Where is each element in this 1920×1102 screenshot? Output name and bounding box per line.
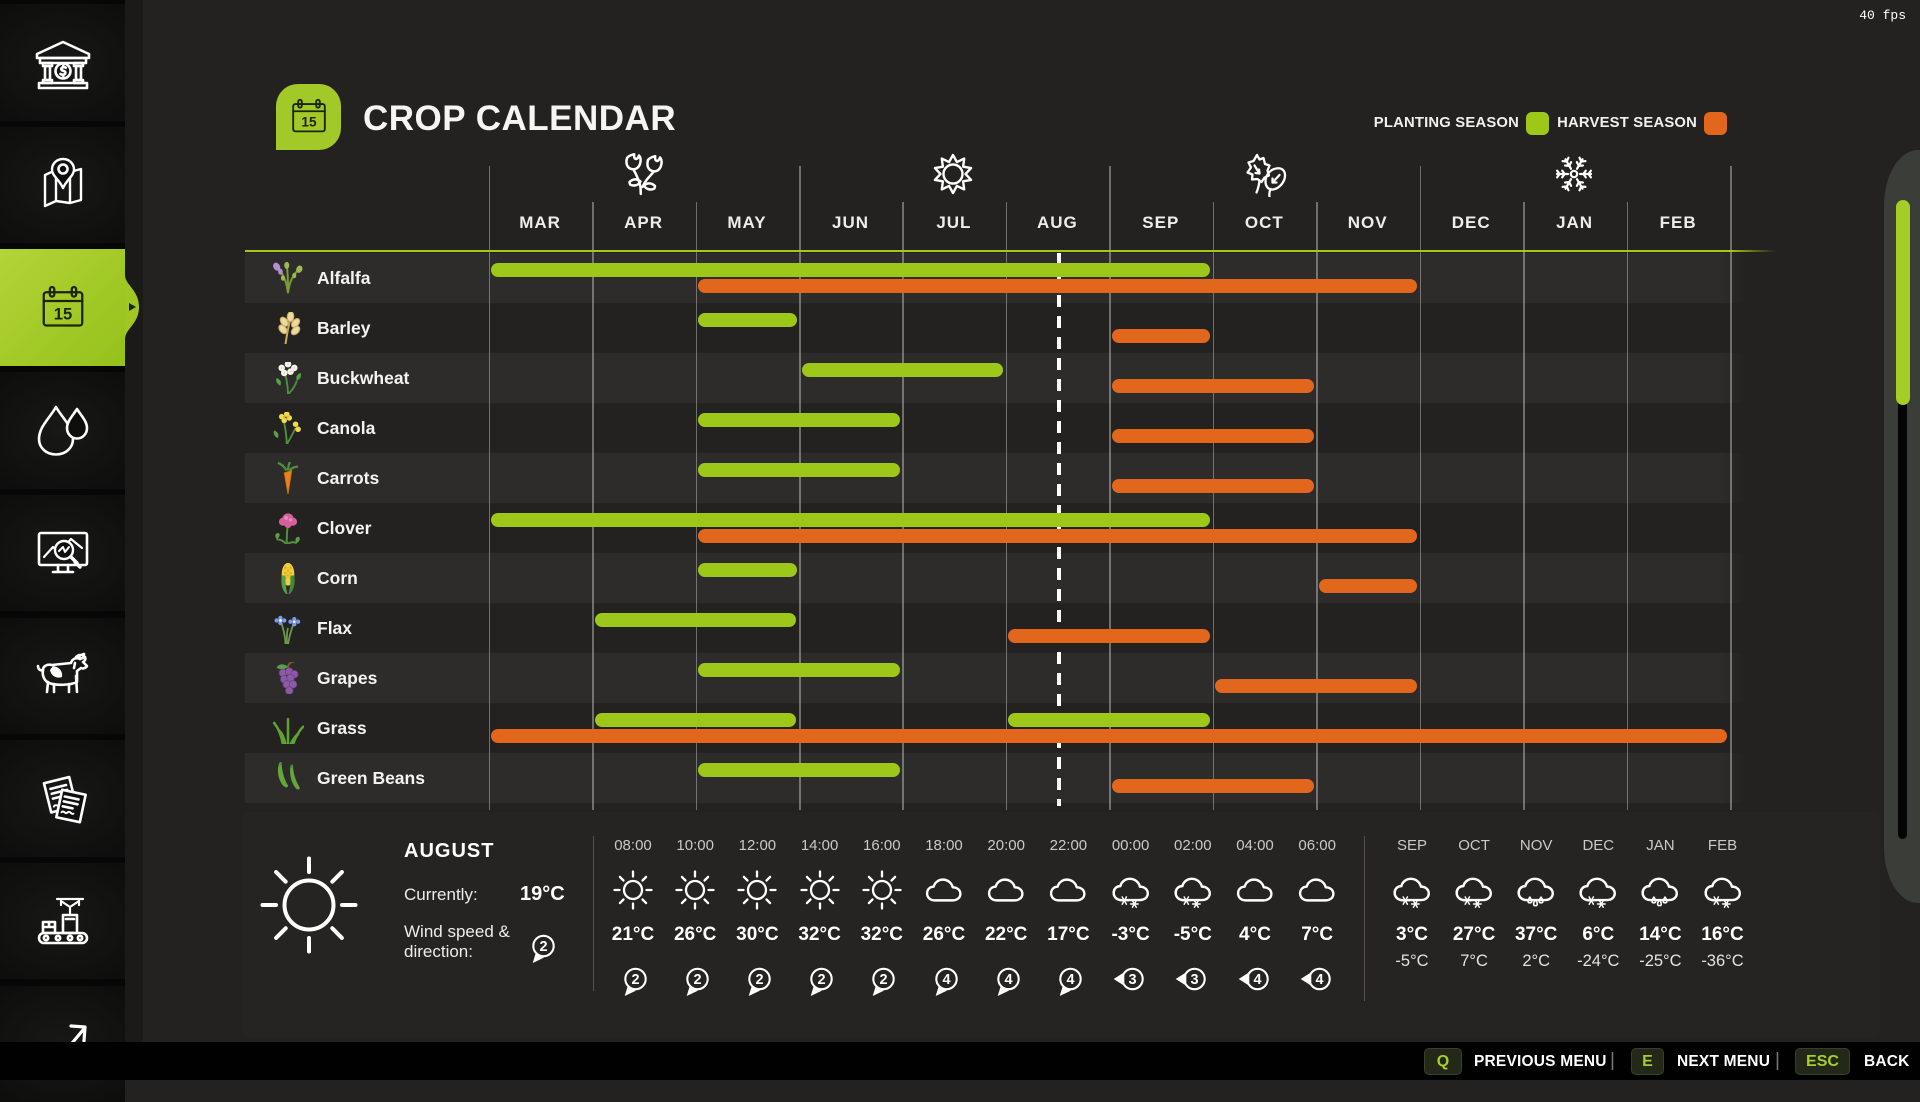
svg-text:3: 3 — [1191, 972, 1199, 988]
svg-text:2: 2 — [818, 972, 826, 988]
svg-text:2: 2 — [693, 972, 701, 988]
svg-text:2: 2 — [631, 972, 639, 988]
svg-text:2: 2 — [755, 972, 763, 988]
svg-text:2: 2 — [880, 972, 888, 988]
svg-text:4: 4 — [1004, 972, 1012, 988]
svg-text:2: 2 — [539, 939, 547, 955]
svg-text:15: 15 — [53, 304, 71, 323]
svg-text:4: 4 — [1066, 972, 1074, 988]
svg-text:4: 4 — [942, 972, 950, 988]
svg-text:15: 15 — [301, 114, 317, 129]
svg-text:3: 3 — [1129, 972, 1137, 988]
svg-text:4: 4 — [1253, 972, 1261, 988]
svg-text:4: 4 — [1315, 972, 1323, 988]
